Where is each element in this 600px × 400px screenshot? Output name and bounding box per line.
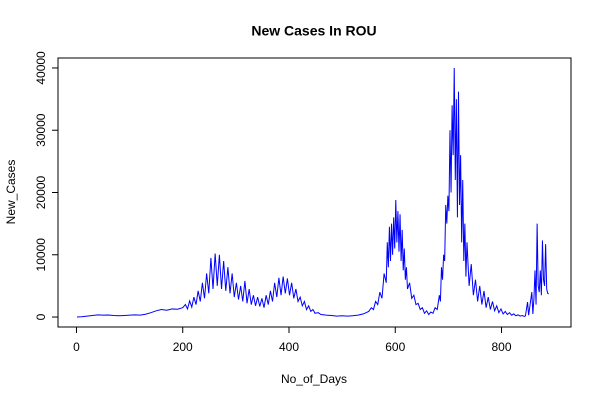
x-tick-label: 800: [492, 340, 512, 354]
x-tick-label: 200: [173, 340, 193, 354]
y-tick-label: 20000: [34, 175, 48, 209]
y-tick-label: 10000: [34, 238, 48, 272]
y-tick-label: 40000: [34, 51, 48, 85]
x-axis-label: No_of_Days: [281, 372, 347, 386]
x-tick-label: 0: [73, 340, 80, 354]
y-tick-label: 30000: [34, 113, 48, 147]
y-tick-label: 0: [34, 313, 48, 320]
y-axis-label: New_Cases: [4, 160, 18, 225]
x-tick-label: 400: [279, 340, 299, 354]
chart-title: New Cases In ROU: [251, 23, 376, 39]
x-tick-label: 600: [385, 340, 405, 354]
data-line: [76, 67, 550, 318]
